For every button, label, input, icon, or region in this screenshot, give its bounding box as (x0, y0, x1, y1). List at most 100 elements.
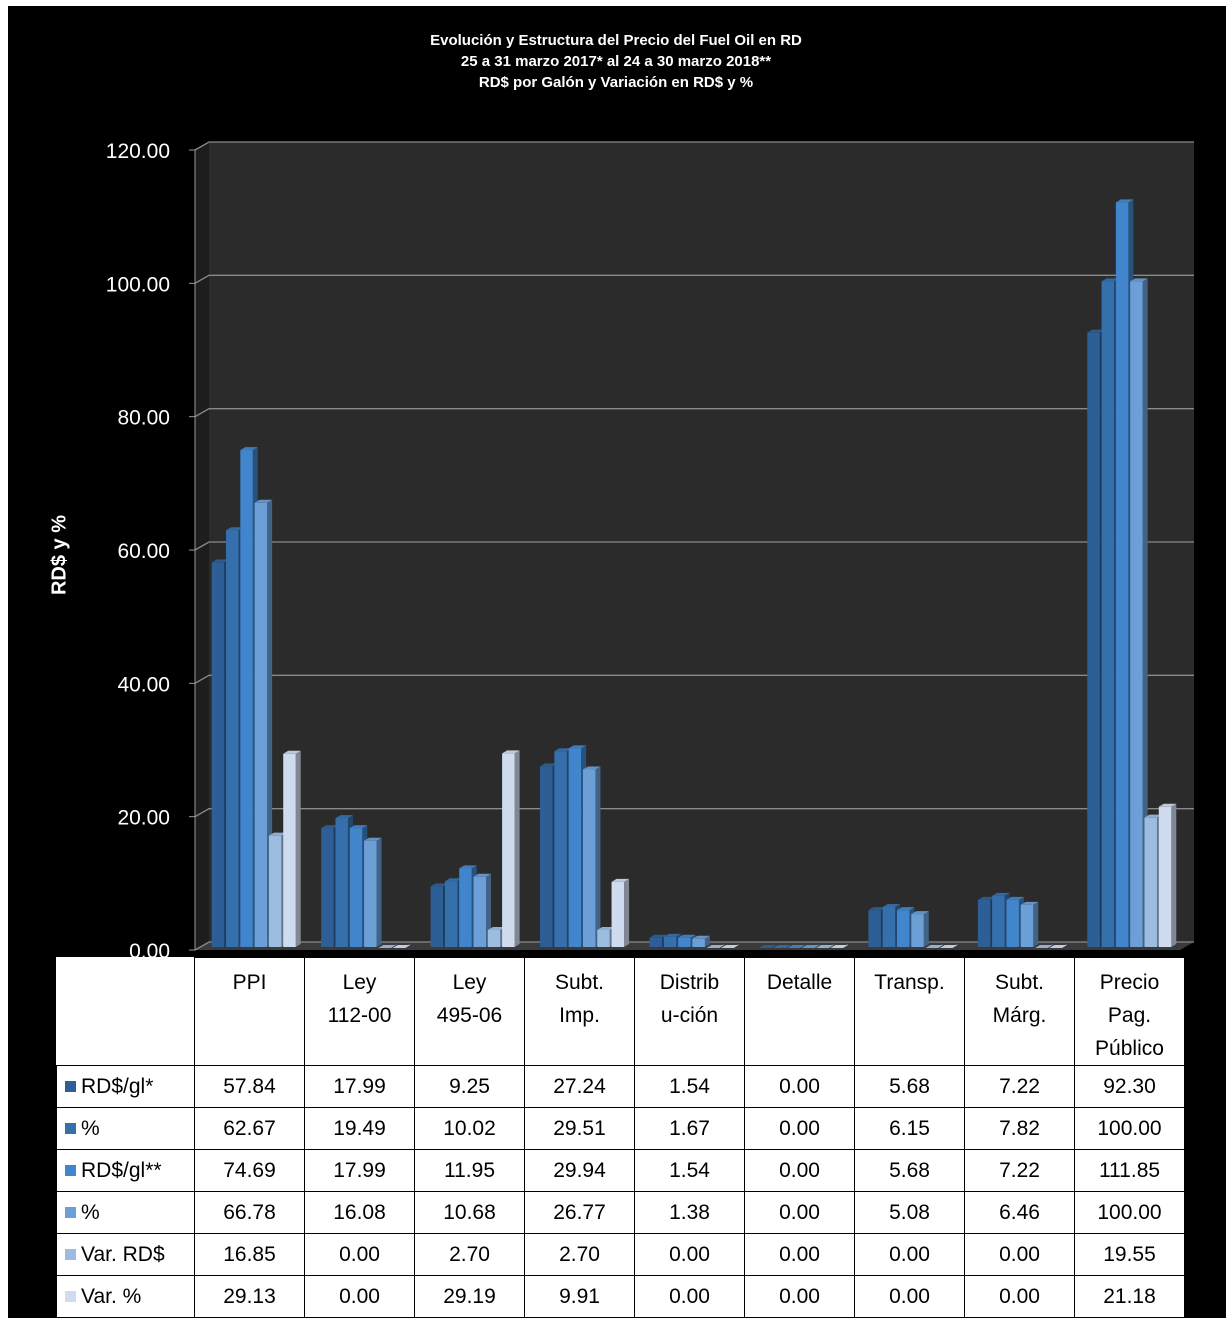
bar-side (1033, 901, 1039, 947)
data-label: 1.38 (634, 1191, 745, 1234)
data-label: 74.69 (194, 1149, 305, 1192)
data-label: 100.00 (1074, 1107, 1185, 1150)
bar-front (540, 766, 553, 947)
bar-front (335, 818, 348, 947)
data-label: 0.00 (744, 1233, 855, 1276)
bar-top (378, 945, 396, 948)
data-label: 1.54 (634, 1065, 745, 1108)
bar-top (597, 927, 615, 930)
bar (1158, 803, 1177, 947)
bar (1035, 944, 1053, 948)
data-label: 0.00 (964, 1233, 1075, 1276)
bar-top (226, 527, 244, 531)
table-row: RD$/gl** 74.69 17.99 11.95 29.94 1.54 0.00 5.68… (56, 1149, 1185, 1192)
bar (1049, 944, 1067, 948)
table-row: % 66.78 16.08 10.68 26.77 1.38 0.00 5.08 6.46 100… (56, 1191, 1185, 1234)
table-row: Var. % 29.13 0.00 29.19 9.91 0.00 0.00 0.00 0.00… (56, 1275, 1185, 1318)
gridline (194, 274, 1194, 284)
y-tick-label: 40.00 (117, 673, 170, 696)
bar-front (268, 835, 282, 947)
category-label-line: Márg. (992, 1004, 1047, 1027)
bar-top (502, 750, 520, 754)
bar-front (502, 753, 515, 947)
bar-front (283, 753, 296, 947)
data-label: 16.08 (304, 1191, 415, 1234)
data-label: 19.49 (304, 1107, 415, 1150)
data-label: 21.18 (1074, 1275, 1185, 1318)
category-label-line: Distrib (659, 971, 720, 994)
bar-front (678, 937, 691, 947)
data-label: 0.00 (744, 1149, 855, 1192)
bar-top (487, 927, 506, 930)
bar-front (568, 748, 582, 947)
bar-top (925, 945, 944, 948)
data-label: 29.94 (524, 1149, 635, 1192)
category-label-line: Imp. (559, 1004, 600, 1027)
data-label: 27.24 (524, 1065, 635, 1108)
bar-top (801, 945, 820, 948)
bar-top (473, 873, 492, 877)
data-label: 26.77 (524, 1191, 635, 1234)
bar-top (992, 892, 1010, 896)
bar-side (624, 878, 630, 947)
bar-top (540, 763, 558, 767)
bar-top (444, 878, 463, 882)
data-label: 5.08 (854, 1191, 965, 1234)
data-label: 29.19 (414, 1275, 525, 1318)
bar (830, 944, 848, 948)
bar-front (692, 938, 705, 947)
data-label: 0.00 (304, 1233, 415, 1276)
data-label: 62.67 (194, 1107, 305, 1150)
bar-top (364, 837, 382, 841)
y-tick-label: 60.00 (117, 540, 170, 563)
chart-title: Evolución y Estructura del Precio del Fu… (0, 30, 1232, 93)
data-label: 0.00 (744, 1275, 855, 1318)
bar-top (1115, 199, 1134, 203)
y-tick-label: 120.00 (106, 140, 170, 163)
bar-front (349, 828, 363, 947)
data-label: 11.95 (414, 1149, 525, 1192)
bar-front (459, 868, 472, 947)
bar-front (1158, 806, 1172, 947)
bar-side (1142, 278, 1148, 947)
category-label-line: Precio (1099, 971, 1160, 994)
bar (787, 944, 806, 948)
bar-side (295, 750, 301, 947)
table-row: RD$/gl* 57.84 17.99 9.25 27.24 1.54 0.00 5.68 7.… (56, 1065, 1185, 1108)
category-label-line: Público (1095, 1037, 1164, 1060)
data-label: 2.70 (524, 1233, 635, 1276)
data-label: 6.46 (964, 1191, 1075, 1234)
bar-side (704, 935, 710, 947)
data-label: 0.00 (854, 1275, 965, 1318)
legend-entry: % (56, 1107, 195, 1150)
bar-side (595, 766, 601, 947)
bar-front (321, 828, 334, 947)
bar-top (1035, 945, 1053, 948)
bar (378, 944, 396, 948)
data-label: 5.68 (854, 1149, 965, 1192)
bar-front (1144, 817, 1157, 947)
bar-front (1101, 281, 1115, 947)
bar-front (444, 881, 458, 947)
bar-front (254, 502, 268, 947)
legend-swatch (65, 1248, 76, 1260)
bar-top (787, 945, 806, 948)
data-label: 10.02 (414, 1107, 525, 1150)
bar (283, 750, 301, 947)
title-line-3: RD$ por Galón y Variación en RD$ y % (478, 74, 754, 91)
bar-side (923, 911, 929, 947)
bar-top (568, 745, 587, 749)
data-label: 16.85 (194, 1233, 305, 1276)
data-label: 29.13 (194, 1275, 305, 1318)
data-label: 0.00 (964, 1275, 1075, 1318)
bar-front (430, 886, 444, 947)
bar-front (554, 751, 567, 947)
bar-top (349, 825, 368, 829)
bar (939, 944, 958, 948)
title-line-1: Evolución y Estructura del Precio del Fu… (430, 32, 802, 49)
bar-front (868, 910, 881, 947)
bar-top (611, 878, 630, 882)
legend-entry: Var. % (56, 1275, 195, 1318)
bar-front (992, 895, 1005, 947)
